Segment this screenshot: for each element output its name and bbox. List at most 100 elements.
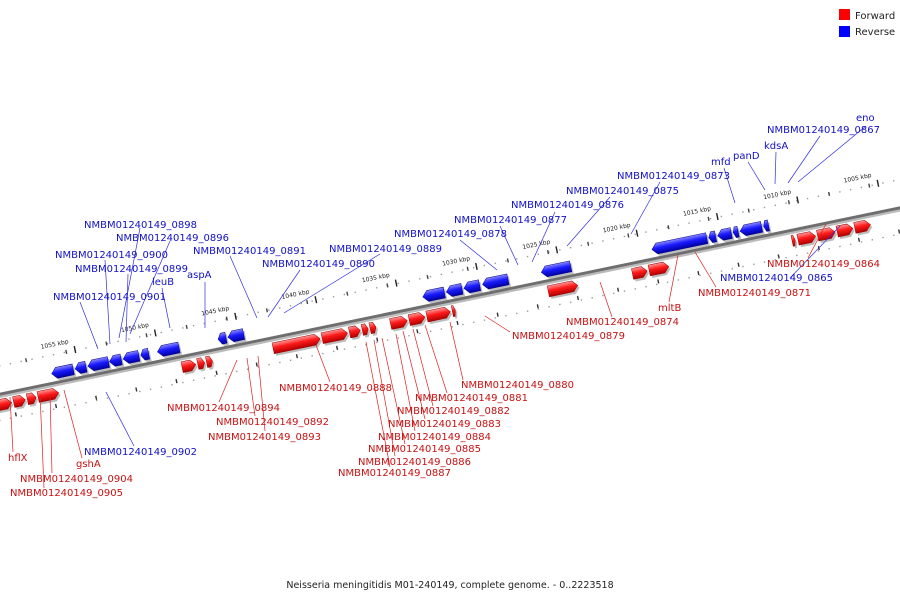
ruler-dot [580, 244, 583, 247]
gene-body [87, 356, 110, 371]
gene-body [445, 283, 464, 297]
gene-label: NMBM01240149_0884 [378, 432, 491, 443]
gene-arrow[interactable] [108, 353, 125, 370]
gene-body [631, 266, 648, 280]
ruler-dot [892, 179, 895, 182]
gene-arrow[interactable] [320, 327, 351, 346]
ruler-dot [796, 254, 798, 257]
gene-arrow[interactable] [389, 315, 411, 332]
gene-arrow[interactable] [271, 333, 323, 356]
gene-arrow[interactable] [87, 356, 112, 374]
gene-arrow[interactable] [196, 357, 208, 372]
ruler-dot [483, 319, 486, 321]
gene-arrow[interactable] [450, 305, 458, 319]
gene-arrow[interactable] [12, 394, 29, 410]
gene-arrow[interactable] [227, 328, 247, 345]
ruler-label: 1005 kbp [843, 172, 872, 185]
gene-arrow[interactable] [425, 306, 454, 325]
ruler-dot [343, 293, 346, 296]
ruler-dot [688, 276, 690, 279]
gene-arrow[interactable] [0, 397, 15, 415]
ruler-dot [731, 267, 734, 270]
gene-arrow[interactable] [140, 348, 152, 363]
ruler-tick-minor [225, 316, 228, 321]
forward-strand-genes [0, 219, 874, 415]
ruler-tick-minor [185, 324, 188, 330]
gene-arrow[interactable] [790, 234, 798, 249]
ruler-dot [828, 247, 831, 250]
gene-label: NMBM01240149_0902 [84, 447, 197, 458]
ruler-dot [742, 265, 744, 268]
ruler-dot [849, 243, 852, 246]
ruler-dot [160, 331, 163, 334]
ruler-dot [602, 294, 604, 297]
gene-arrow[interactable] [217, 332, 230, 347]
gene-arrow[interactable] [25, 392, 39, 407]
leader-line-reverse [774, 151, 777, 185]
gene-arrow[interactable] [348, 325, 363, 341]
gene-body [790, 234, 796, 247]
gene-label: NMBM01240149_0875 [566, 186, 679, 197]
lower-tick [617, 287, 620, 292]
gene-arrow[interactable] [631, 265, 650, 282]
gene-arrow[interactable] [708, 230, 719, 246]
gene-arrow[interactable] [651, 232, 710, 257]
gene-arrow[interactable] [716, 227, 735, 243]
ruler-tick-minor [787, 200, 791, 205]
leader-line-forward [395, 333, 416, 432]
gene-arrow[interactable] [180, 359, 199, 375]
ruler-tick-major [635, 229, 639, 237]
gene-arrow[interactable] [122, 350, 142, 367]
gene-arrow[interactable] [816, 226, 838, 244]
gene-arrow[interactable] [360, 323, 371, 338]
gene-arrow[interactable] [481, 273, 512, 293]
ruler-dot [322, 352, 324, 355]
ruler-dot [41, 356, 44, 358]
gene-arrow[interactable] [407, 311, 428, 328]
backbone-shadow [0, 196, 900, 411]
ruler-dot [731, 213, 733, 216]
ruler-dot [42, 410, 44, 413]
gene-arrow[interactable] [51, 363, 77, 382]
ruler-dot [720, 215, 723, 218]
legend-label-reverse: Reverse [855, 27, 895, 38]
gene-arrow[interactable] [762, 219, 772, 235]
gene-arrow[interactable] [74, 361, 90, 377]
leader-line-forward [424, 324, 448, 394]
ruler-dot [418, 278, 421, 280]
genome-backbone [0, 194, 900, 411]
gene-arrow[interactable] [796, 230, 819, 248]
ruler-dot [752, 263, 755, 266]
ruler-dot [806, 252, 809, 255]
rotated-layer [0, 219, 874, 415]
gene-arrow[interactable] [647, 261, 672, 279]
ruler-label: 1020 kbp [602, 222, 631, 235]
gene-arrow[interactable] [422, 286, 448, 305]
ruler-tick-minor [546, 250, 550, 255]
ruler-dot [419, 332, 421, 335]
gene-body [389, 315, 408, 330]
gene-arrow[interactable] [739, 221, 765, 239]
gene-body [320, 328, 348, 344]
gene-arrow[interactable] [368, 321, 379, 336]
gene-arrow[interactable] [445, 283, 466, 300]
gene-body [271, 333, 321, 355]
gene-arrow[interactable] [156, 341, 183, 360]
gene-arrow[interactable] [853, 219, 874, 236]
ruler-dot [332, 295, 335, 298]
ruler-dot [537, 253, 540, 256]
gene-label: NMBM01240149_0892 [216, 417, 329, 428]
gene-label: kdsA [764, 141, 788, 152]
gene-arrow[interactable] [36, 387, 62, 405]
ruler-dot [472, 321, 475, 324]
gene-arrow[interactable] [732, 225, 742, 241]
gene-arrow[interactable] [540, 260, 574, 281]
gene-arrow[interactable] [463, 279, 483, 296]
ruler-dot [645, 285, 647, 288]
gene-arrow[interactable] [835, 223, 856, 240]
ruler-dot [612, 292, 615, 295]
gene-arrow[interactable] [546, 280, 581, 300]
gene-arrow[interactable] [205, 355, 215, 370]
ruler-dot [515, 257, 518, 260]
leader-line-reverse [129, 240, 171, 335]
